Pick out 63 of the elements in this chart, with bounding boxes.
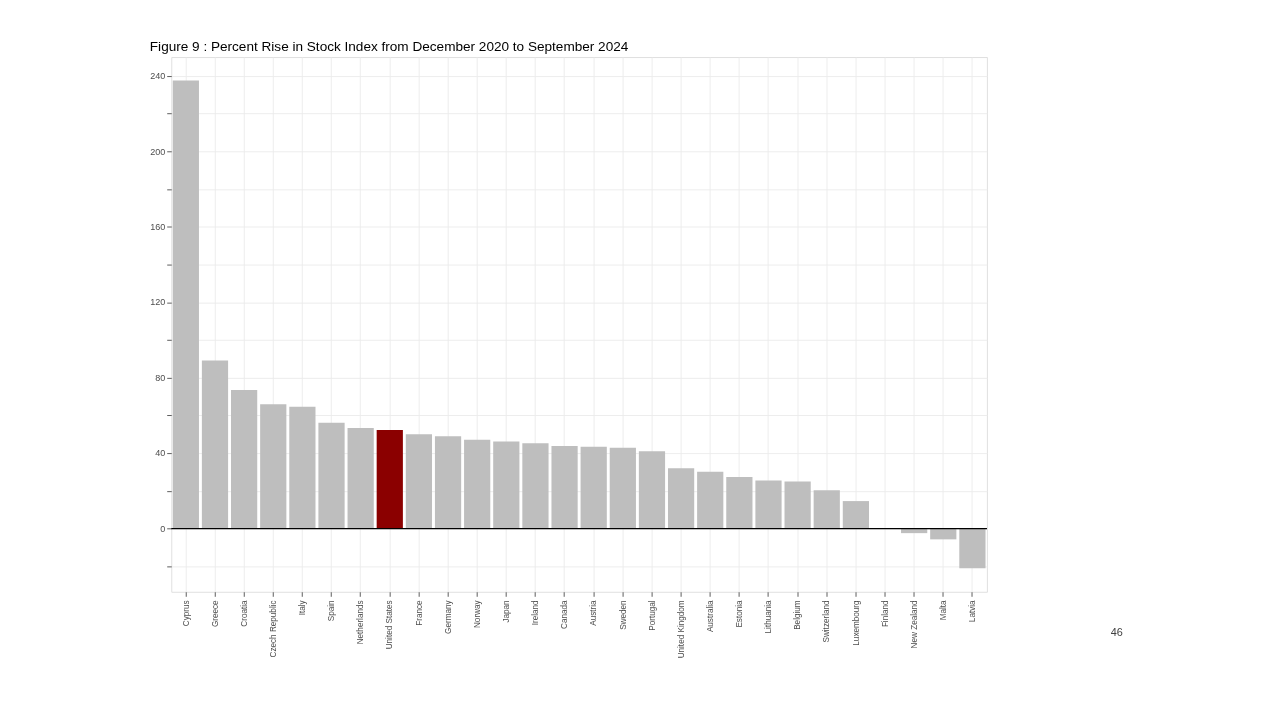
bar	[551, 446, 578, 529]
x-tick-label: Austria	[589, 599, 599, 626]
x-tick-label: Sweden	[618, 600, 628, 630]
x-tick-label: Greece	[210, 599, 220, 628]
bar	[959, 528, 986, 569]
bar	[347, 428, 374, 529]
bar	[201, 360, 229, 529]
bar	[697, 471, 724, 529]
x-tick-label: Spain	[327, 600, 337, 622]
bar	[231, 389, 258, 529]
y-tick-label: 240	[150, 71, 166, 82]
bar	[289, 406, 316, 529]
bar	[638, 451, 666, 529]
x-tick-label: Latvia	[968, 599, 978, 623]
x-tick-label: Czech Republic	[268, 600, 278, 658]
bar	[755, 480, 782, 529]
bar	[434, 436, 462, 529]
x-tick-label: Netherlands	[356, 600, 366, 645]
bar	[667, 468, 695, 529]
x-tick-label: Finland	[880, 600, 890, 628]
x-tick-label: Germany	[443, 599, 453, 634]
bar	[609, 447, 636, 529]
bar	[376, 429, 403, 529]
x-tick-label: United Kingdom	[676, 600, 686, 659]
bar	[784, 481, 811, 529]
y-tick-label: 40	[155, 448, 166, 459]
bar	[930, 528, 957, 540]
bar	[493, 441, 520, 529]
x-tick-label: Norway	[472, 599, 482, 629]
x-tick-label: Estonia	[735, 599, 745, 628]
bar	[405, 434, 433, 529]
bar	[172, 80, 199, 529]
x-tick-label: Malta	[939, 599, 948, 621]
x-tick-label: Cyprus	[181, 600, 191, 627]
x-tick-label: Luxembourg	[851, 600, 861, 646]
y-tick-label: 200	[150, 146, 166, 157]
x-tick-label: Croatia	[239, 599, 249, 627]
y-tick-label: 120	[150, 297, 166, 308]
y-tick-label: 160	[150, 222, 166, 232]
x-tick-label: United States	[385, 600, 395, 650]
bar	[318, 422, 345, 529]
x-tick-label: Japan	[502, 600, 512, 623]
bar	[522, 443, 549, 529]
x-tick-label: New Zealand	[909, 600, 919, 649]
x-tick-label: France	[414, 599, 424, 626]
x-tick-label: Switzerland	[822, 600, 832, 643]
bar	[842, 501, 869, 529]
x-tick-label: Ireland	[531, 600, 541, 626]
bar	[580, 446, 607, 529]
text: 46	[1110, 626, 1123, 639]
x-tick-label: Lithuania	[764, 599, 774, 634]
chart-title: Figure 9 : Percent Rise in Stock Index from December 2020 to September 2024	[149, 38, 629, 54]
x-tick-label: Belgium	[793, 600, 803, 630]
x-tick-label: Canada	[560, 599, 570, 629]
bar	[813, 490, 840, 529]
bar	[464, 439, 491, 529]
x-tick-label: Italy	[298, 599, 308, 616]
x-tick-label: Portugal	[647, 600, 657, 631]
bar	[726, 477, 753, 529]
x-tick-label: Australia	[705, 599, 715, 633]
y-tick-label: 0	[160, 523, 166, 534]
y-tick-label: 80	[155, 372, 166, 383]
bar	[260, 404, 287, 529]
